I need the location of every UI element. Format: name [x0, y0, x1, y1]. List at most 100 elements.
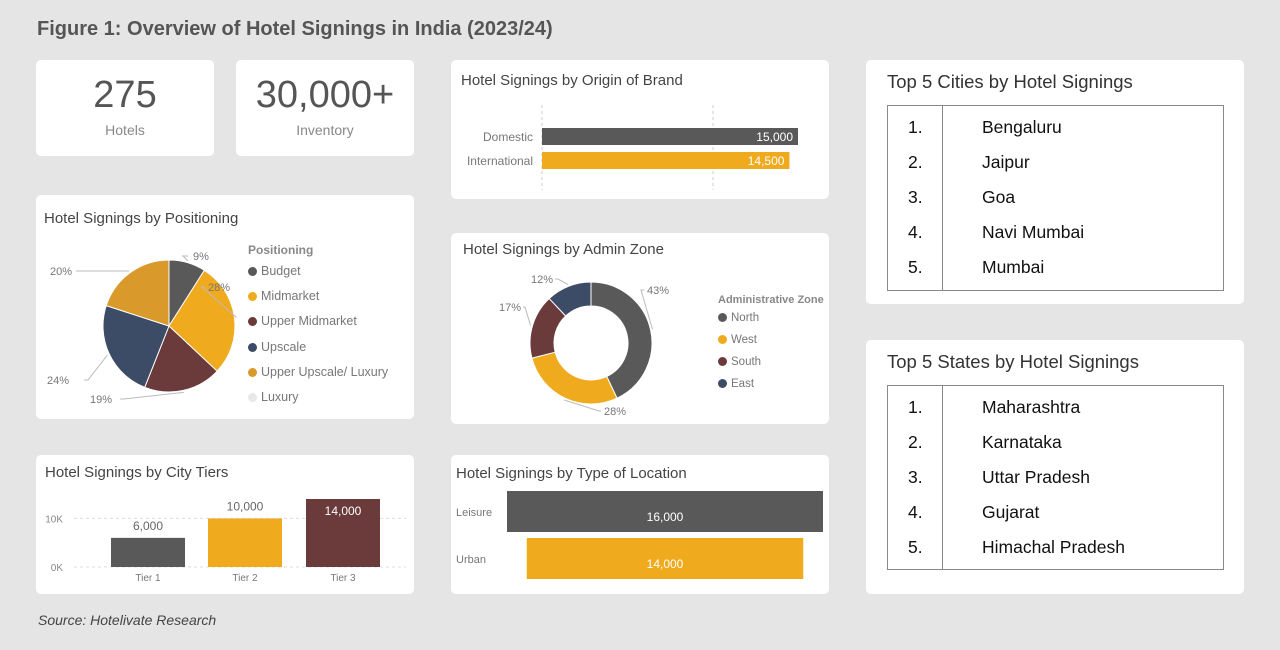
table-row: 1. Bengaluru	[888, 117, 1223, 152]
legend-swatch	[248, 393, 257, 402]
legend-label: East	[731, 378, 755, 390]
value-label: 20%	[50, 266, 72, 278]
bar	[542, 152, 790, 169]
legend-item: Upper Midmarket	[248, 314, 357, 328]
leader-line	[200, 286, 237, 318]
table-row: 2. Jaipur	[888, 152, 1223, 187]
name-cell: Navi Mumbai	[982, 222, 1085, 242]
origin-card: Hotel Signings by Origin of Brand Domest…	[451, 60, 829, 199]
name-cell: Jaipur	[982, 152, 1030, 172]
rank-cell: 4.	[908, 502, 923, 522]
chart-title: Hotel Signings by Origin of Brand	[461, 72, 683, 89]
top-states-card: Top 5 States by Hotel Signings 1. Maharas…	[866, 340, 1244, 594]
table-row: 3. Goa	[888, 187, 1223, 222]
legend-item: North	[718, 312, 759, 324]
positioning-card: Hotel Signings by Positioning 9% 28% 19% 24…	[36, 195, 414, 419]
legend-item: Budget	[248, 264, 301, 278]
chart-title: Hotel Signings by Type of Location	[456, 465, 687, 482]
city-tiers-card: Hotel Signings by City Tiers 0K 10K 6,000 T…	[36, 455, 414, 594]
category-label: Leisure	[456, 507, 492, 519]
slice	[548, 281, 592, 317]
legend-swatch	[248, 342, 257, 352]
bar	[507, 491, 823, 532]
table-title: Top 5 Cities by Hotel Signings	[887, 71, 1133, 92]
value-label: 9%	[193, 251, 209, 263]
slice	[168, 269, 236, 372]
bar	[542, 128, 798, 145]
category-label: Tier 1	[135, 573, 161, 584]
kpi-label: Inventory	[296, 122, 354, 138]
category-label: Tier 2	[232, 573, 258, 584]
legend-title: Positioning	[248, 243, 314, 257]
name-cell: Maharashtra	[982, 397, 1081, 417]
legend-item: Upscale	[248, 340, 306, 354]
leader-line	[640, 289, 653, 330]
legend-label: West	[731, 334, 757, 346]
legend-item: West	[718, 334, 757, 346]
value-label: 24%	[47, 375, 69, 387]
leader-line	[84, 354, 108, 381]
legend-item: South	[718, 356, 761, 368]
value-label: 6,000	[133, 519, 163, 533]
value-label: 14,000	[325, 504, 362, 518]
top-cities-card: Top 5 Cities by Hotel Signings 1. Bengalu…	[866, 60, 1244, 304]
value-label: 14,000	[647, 557, 684, 571]
leader-line	[120, 391, 184, 400]
top-states-table: 1. Maharashtra 2. Karnataka 3. Uttar Pradesh 4…	[887, 385, 1224, 570]
legend-label: Midmarket	[261, 289, 320, 304]
rank-cell: 1.	[908, 117, 923, 137]
legend-swatch	[718, 379, 727, 388]
legend-item: East	[718, 378, 754, 390]
legend-swatch	[248, 267, 257, 276]
source-note: Source: Hotelivate Research	[38, 612, 217, 628]
chart-title: Hotel Signings by Admin Zone	[463, 241, 664, 258]
table-row: 5. Himachal Pradesh	[888, 537, 1223, 572]
value-label: 17%	[499, 302, 521, 314]
kpi-value: 275	[93, 74, 157, 116]
rank-cell: 2.	[908, 432, 923, 452]
category-label: International	[467, 154, 533, 168]
rank-cell: 3.	[908, 467, 923, 487]
leader-line	[181, 255, 189, 262]
table-title: Top 5 States by Hotel Signings	[887, 351, 1139, 372]
slice	[105, 259, 170, 327]
rank-cell: 5.	[908, 537, 923, 557]
column-divider	[942, 106, 943, 290]
value-label: 15,000	[756, 130, 793, 144]
tick-label: 10K	[45, 514, 63, 525]
value-label: 19%	[90, 394, 112, 406]
legend-label: Budget	[261, 264, 301, 278]
leader-line	[555, 278, 569, 285]
table-row: 5. Mumbai	[888, 257, 1223, 292]
value-label: 43%	[647, 285, 669, 297]
positioning-chart: 9% 28% 19% 24% 20%	[47, 251, 237, 406]
kpi-value: 30,000+	[255, 74, 395, 116]
legend-swatch	[248, 367, 257, 377]
kpi-card-inventory: 30,000+ Inventory	[236, 60, 414, 156]
legend-item: Luxury	[248, 390, 299, 404]
table-row: 1. Maharashtra	[888, 397, 1223, 432]
kpi-card-hotels: 275 Hotels	[36, 60, 214, 156]
legend-label: South	[731, 356, 762, 368]
category-label: Domestic	[483, 130, 533, 144]
value-label: 10,000	[227, 499, 264, 513]
kpi-label: Hotels	[105, 122, 145, 138]
legend-label: Upscale	[261, 339, 307, 354]
table-row: 3. Uttar Pradesh	[888, 467, 1223, 502]
name-cell: Himachal Pradesh	[982, 537, 1125, 557]
figure-title: Figure 1: Overview of Hotel Signings in …	[37, 18, 553, 40]
legend-swatch	[718, 357, 727, 366]
slice	[102, 304, 170, 389]
rank-cell: 3.	[908, 187, 923, 207]
legend-swatch	[718, 313, 727, 322]
legend-item: Midmarket	[248, 289, 319, 303]
value-label: 12%	[531, 274, 553, 286]
top-cities-table: 1. Bengaluru 2. Jaipur 3. Goa 4. Navi Mumbai 5. M…	[887, 105, 1224, 291]
leader-line	[564, 399, 601, 412]
bar	[306, 499, 380, 567]
legend-label: Upper Midmarket	[261, 314, 357, 329]
column-divider	[942, 386, 943, 569]
table-row: 4. Gujarat	[888, 502, 1223, 537]
legend-label: Luxury	[261, 390, 299, 404]
name-cell: Karnataka	[982, 432, 1062, 452]
